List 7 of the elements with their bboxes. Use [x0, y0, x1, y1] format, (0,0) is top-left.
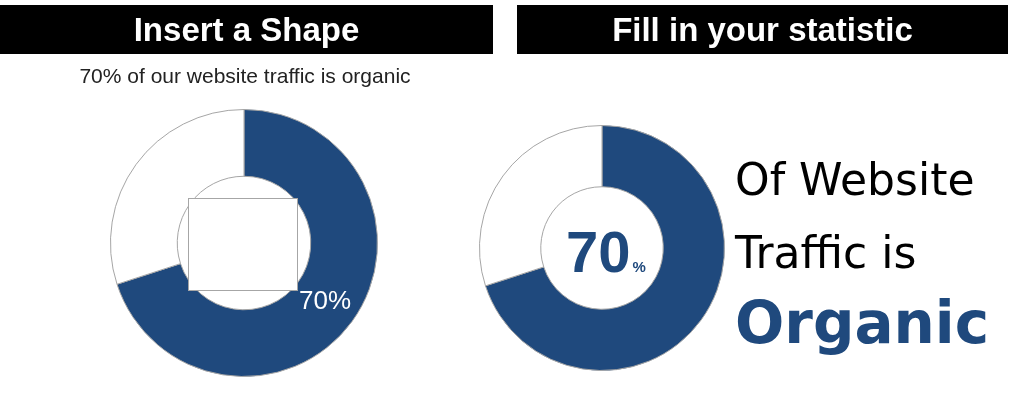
chart-title: Insert a Shape — [0, 5, 493, 54]
data-label: 70% — [566, 219, 646, 284]
chart-title: Fill in your statistic — [517, 5, 1008, 54]
text: Organic — [735, 288, 991, 358]
data-label: 70% — [298, 285, 352, 316]
chart-subtitle: 70% of our website traffic is organic — [78, 64, 412, 88]
text: Of Website Traffic is — [735, 153, 976, 280]
